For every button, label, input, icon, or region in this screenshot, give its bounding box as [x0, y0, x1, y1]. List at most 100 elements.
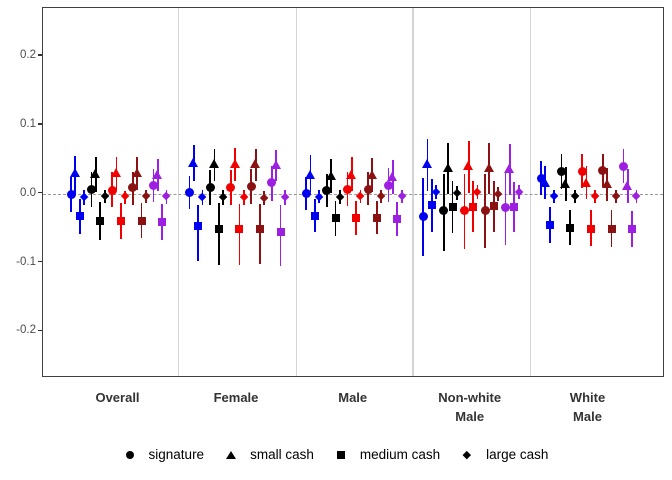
triangle-marker	[111, 167, 122, 177]
y-tick-label: 0.2	[20, 49, 36, 62]
y-tick-mark	[37, 260, 42, 263]
diamond-marker	[514, 187, 524, 197]
circle-marker	[384, 180, 394, 190]
legend-item: medium cash	[335, 447, 440, 463]
triangle-marker	[581, 177, 592, 187]
panel-separator	[529, 8, 531, 376]
diamond-marker	[590, 191, 600, 201]
square-marker	[96, 217, 105, 226]
panel-separator	[412, 8, 414, 376]
triangle-marker	[539, 177, 550, 187]
square-marker	[116, 216, 125, 225]
circle-marker	[301, 188, 311, 198]
error-bar	[217, 202, 220, 266]
circle-marker	[418, 211, 428, 221]
circle-marker	[363, 185, 373, 195]
diamond-marker	[570, 192, 580, 201]
y-tick-label: 0.0	[20, 186, 36, 199]
circle-marker	[577, 167, 587, 177]
circle-marker	[205, 183, 215, 192]
circle-marker	[459, 206, 469, 216]
square-marker	[194, 222, 203, 231]
circle-marker	[501, 202, 511, 212]
square-marker	[566, 224, 575, 233]
square-marker	[75, 211, 84, 220]
legend-item: small cash	[225, 447, 314, 463]
triangle-marker	[226, 450, 237, 459]
triangle-marker	[463, 161, 474, 171]
circle-icon	[124, 449, 136, 461]
y-tick-label: 0.1	[20, 117, 36, 130]
triangle-marker	[305, 169, 316, 179]
square-icon	[335, 449, 347, 461]
square-marker	[158, 217, 167, 226]
diamond-marker	[356, 191, 365, 201]
square-marker	[489, 202, 498, 211]
triangle-marker	[560, 178, 571, 188]
square-marker	[469, 202, 478, 211]
square-marker	[545, 221, 554, 230]
y-tick-label: -0.1	[16, 255, 36, 268]
triangle-marker	[422, 159, 433, 169]
diamond-marker	[431, 187, 441, 197]
error-bar	[197, 204, 200, 262]
diamond-marker	[259, 193, 269, 203]
error-bar	[238, 204, 241, 265]
circle-marker	[185, 187, 194, 197]
circle-marker	[342, 185, 352, 195]
square-marker	[586, 224, 595, 233]
diamond-marker	[397, 191, 407, 201]
circle-marker	[87, 185, 97, 195]
square-marker	[235, 225, 244, 234]
circle-marker	[66, 189, 76, 199]
triangle-marker	[504, 164, 515, 174]
circle-marker	[557, 167, 567, 177]
square-marker	[628, 225, 637, 234]
diamond-marker	[376, 191, 386, 201]
triangle-marker	[366, 170, 377, 180]
triangle-marker	[622, 181, 633, 191]
circle-marker	[439, 206, 449, 216]
y-tick-label: -0.2	[16, 324, 36, 337]
square-marker	[352, 213, 361, 222]
square-marker	[393, 215, 402, 224]
circle-marker	[267, 178, 277, 188]
triangle-marker	[152, 170, 163, 180]
legend: signature small cash medium cash large cash	[0, 444, 672, 466]
square-marker	[214, 224, 223, 233]
triangle-marker	[250, 159, 261, 169]
triangle-marker	[270, 160, 281, 170]
square-marker	[137, 216, 146, 225]
square-marker	[510, 203, 519, 212]
x-category-label: White Male	[569, 390, 606, 424]
y-tick-mark	[37, 192, 42, 194]
triangle-marker	[325, 171, 336, 181]
triangle-marker	[229, 158, 240, 168]
square-marker	[256, 225, 264, 234]
diamond-marker	[632, 191, 641, 201]
triangle-marker	[208, 159, 219, 169]
plot-area	[42, 7, 664, 377]
diamond-icon	[461, 449, 473, 461]
triangle-marker	[601, 179, 612, 189]
x-category-label: Male	[338, 390, 368, 405]
square-marker	[427, 201, 436, 210]
circle-marker	[322, 185, 332, 195]
circle-marker	[107, 185, 117, 195]
triangle-marker	[442, 162, 453, 172]
legend-label: small cash	[250, 447, 314, 462]
x-category-label: Non-white Male	[438, 390, 502, 424]
legend-item: large cash	[461, 447, 548, 463]
x-category-label: Overall	[95, 390, 140, 405]
zero-reference-line	[43, 193, 663, 195]
triangle-icon	[225, 449, 237, 461]
panel-separator	[295, 8, 297, 376]
triangle-marker	[90, 168, 101, 178]
y-tick-mark	[37, 123, 42, 125]
diamond-marker	[452, 188, 462, 198]
y-tick-mark	[37, 54, 42, 56]
circle-marker	[598, 165, 608, 175]
square-marker	[607, 224, 616, 233]
error-bar	[279, 205, 282, 266]
